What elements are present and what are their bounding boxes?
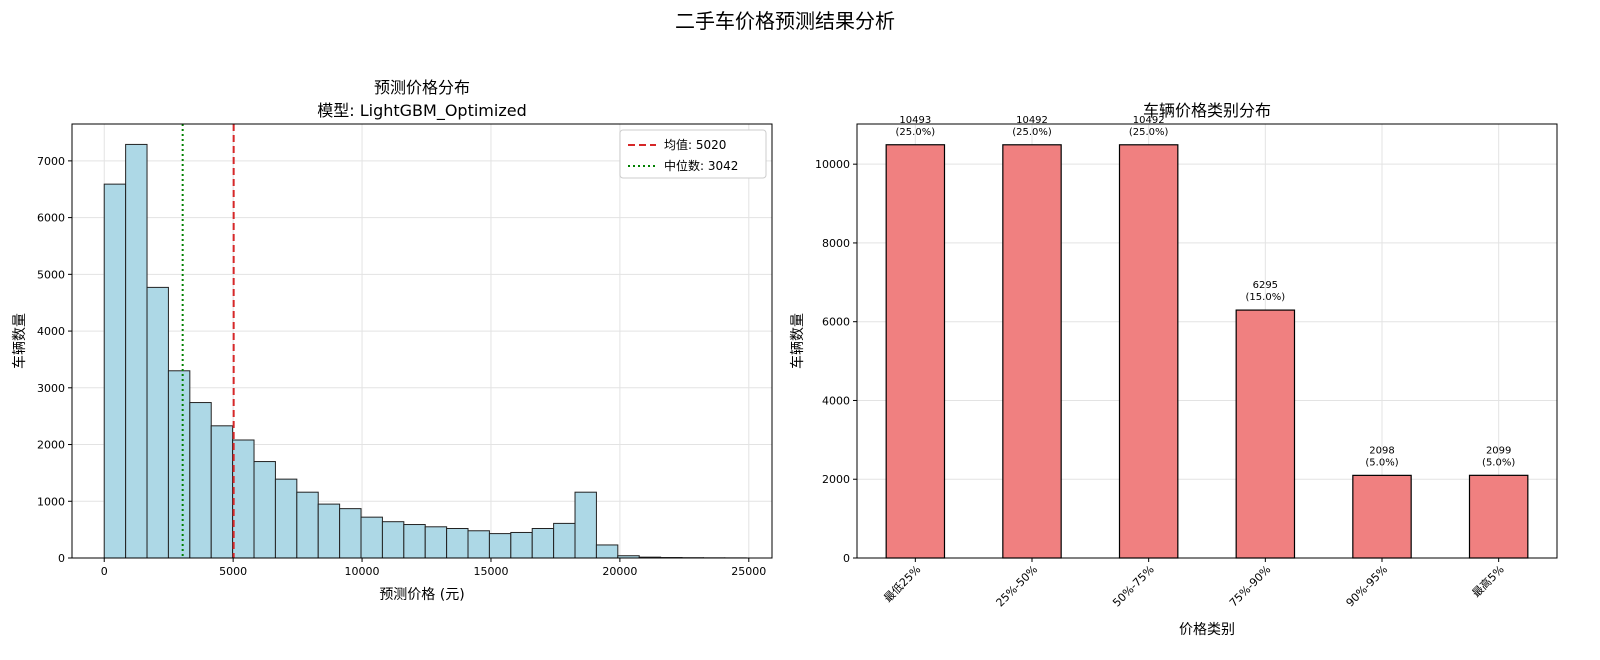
histogram-bar [531,527,555,559]
category-bar [1118,144,1179,559]
histogram-bar [103,183,127,559]
category-y-label: 车辆数量 [789,313,806,369]
histogram-panel: 预测价格分布 模型: LightGBM_Optimized 0 5000 10000… [11,78,773,603]
y-tick-label: 0 [58,552,65,565]
histogram-bar [424,526,448,559]
histogram-bar [253,461,276,559]
y-tick-label: 2000 [822,473,850,486]
y-tick-label: 6000 [822,316,850,329]
category-grid [857,124,1557,559]
data-label-value: 2098 [1369,445,1394,456]
histogram-bar [510,531,533,559]
data-label-value: 10492 [1016,115,1048,126]
y-tick-label: 4000 [822,394,850,407]
data-label-value: 2099 [1486,445,1511,456]
category-x-ticks: 最低25% 25%-50% 50%-75% 75%-90% 90%-95% 最高5% [881,558,1507,610]
histogram-bar [167,370,191,559]
x-tick-label: 20000 [602,565,637,578]
histogram-bar [446,527,469,559]
x-tick-label: 最低25% [881,563,923,605]
histogram-bar [296,491,319,559]
histogram-bar [125,143,148,559]
figure-title: 二手车价格预测结果分析 [675,9,895,33]
y-tick-label: 1000 [37,495,65,508]
category-axes-frame [856,123,1558,559]
x-tick-label: 10000 [345,565,380,578]
data-label-value: 6295 [1253,280,1278,291]
histogram-bar [574,491,597,559]
histogram-y-ticks: 0 1000 2000 3000 4000 5000 6000 7000 [37,155,72,565]
x-tick-label: 最高5% [1469,562,1507,600]
histogram-bar [317,503,341,559]
category-bar [1002,144,1062,559]
category-data-labels: 10493(25.0%)10492(25.0%)10492(25.0%)6295… [896,115,1516,469]
x-tick-label: 75%-90% [1227,563,1274,610]
category-x-label: 价格类别 [1179,622,1235,638]
category-y-ticks: 0 2000 4000 6000 8000 10000 [815,158,857,565]
x-tick-label: 50%-75% [1110,563,1157,610]
legend-median-label: 中位数: 3042 [664,158,738,173]
histogram-subtitle: 模型: LightGBM_Optimized [317,101,527,121]
x-tick-label: 5000 [219,565,247,578]
category-panel: 车辆价格类别分布 0 2000 4000 6000 8000 10000 最低25% 25%… [789,101,1558,638]
histogram-bar [553,522,576,559]
y-tick-label: 0 [843,552,850,565]
histogram-bars [103,143,747,559]
y-tick-label: 5000 [37,268,65,281]
x-tick-label: 25%-50% [994,563,1041,610]
data-label-percent: (25.0%) [896,127,936,138]
x-tick-label: 15000 [473,565,508,578]
histogram-legend: 均值: 5020 中位数: 3042 [619,129,767,179]
histogram-title: 预测价格分布 [374,78,470,97]
category-bar [885,144,946,559]
y-tick-label: 6000 [37,212,65,225]
histogram-y-label: 车辆数量 [11,313,28,369]
histogram-bar [189,402,212,559]
y-tick-label: 8000 [822,237,850,250]
histogram-axes-frame [71,123,773,559]
category-bar [1468,474,1529,559]
histogram-bar [467,530,490,559]
y-tick-label: 7000 [37,155,65,168]
data-label-percent: (5.0%) [1365,457,1398,468]
legend-box [619,129,767,179]
y-tick-label: 3000 [37,382,65,395]
histogram-x-label: 预测价格 (元) [379,587,464,603]
y-tick-label: 4000 [37,325,65,338]
category-bars [885,144,1529,559]
histogram-bar [274,478,298,559]
category-bar [1235,309,1296,559]
x-tick-label: 0 [101,565,108,578]
data-label-percent: (25.0%) [1129,127,1169,138]
histogram-bar [210,425,234,559]
legend-mean-label: 均值: 5020 [664,137,726,152]
x-tick-label: 25000 [731,565,766,578]
histogram-bar [595,544,619,559]
data-label-percent: (5.0%) [1482,457,1515,468]
y-tick-label: 2000 [37,439,65,452]
histogram-bar [488,533,512,559]
data-label-percent: (25.0%) [1012,127,1052,138]
histogram-bar [360,516,383,559]
histogram-bar [339,508,362,559]
category-bar [1352,474,1412,559]
category-title: 车辆价格类别分布 [1143,101,1271,120]
y-tick-label: 10000 [815,158,850,171]
histogram-reference-lines [181,124,235,558]
histogram-bar [381,521,405,559]
data-label-value: 10493 [899,115,931,126]
histogram-bar [146,286,169,559]
histogram-bar [232,439,255,559]
histogram-bar [403,524,426,559]
histogram-x-ticks: 0 5000 10000 15000 20000 25000 [101,558,766,578]
x-tick-label: 90%-95% [1344,563,1391,610]
data-label-value: 10492 [1133,115,1165,126]
data-label-percent: (15.0%) [1246,292,1286,303]
